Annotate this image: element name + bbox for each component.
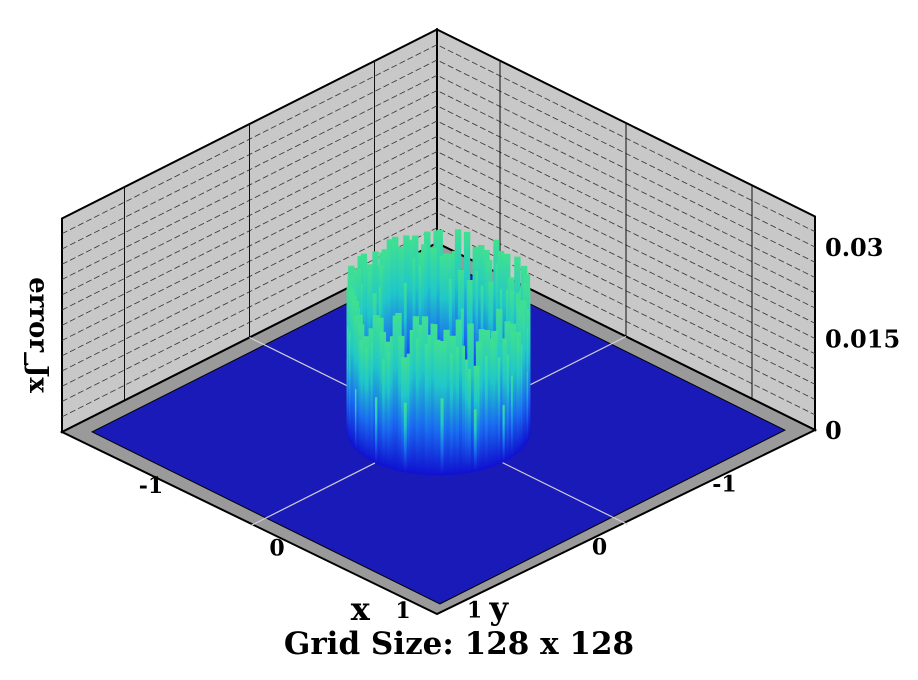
chart-caption: Grid Size: 128 x 128 [283, 626, 635, 662]
wall-gridline [61, 212, 816, 402]
y-tick-label: -1 [712, 472, 736, 498]
wall-gridline [61, 120, 816, 311]
y-tick-label: 1 [467, 598, 482, 624]
wall-gridline [61, 135, 816, 326]
wall-gridline [61, 196, 816, 387]
x-tick-label: 1 [395, 598, 410, 624]
error-spike [434, 339, 441, 476]
z-tick-label: 0 [825, 416, 842, 445]
axis-labels: -1 0 1 -1 0 1 0 0.015 0.03 x y error_Jx [23, 233, 900, 628]
wall-gridline [61, 105, 816, 296]
error-ring-surface [346, 229, 531, 476]
wall-gridline [61, 166, 816, 357]
wall-gridline [61, 151, 816, 341]
y-axis-title: y [488, 589, 509, 627]
wall-gridline [61, 44, 816, 235]
z-axis-title: error_Jx [23, 277, 53, 393]
axis-walls [61, 27, 816, 434]
wall-gridline [61, 74, 816, 265]
wall-gridline [61, 227, 816, 418]
wall-gridline [61, 59, 816, 250]
x-axis-title: x [351, 590, 371, 628]
y-tick-label: 0 [592, 535, 607, 561]
z-tick-label: 0.015 [825, 325, 900, 354]
x-tick-label: 0 [269, 536, 284, 562]
z-tick-label: 0.03 [825, 233, 883, 262]
x-tick-label: -1 [139, 473, 163, 499]
wall-gridline [61, 181, 816, 372]
wall-gridline [61, 90, 816, 280]
